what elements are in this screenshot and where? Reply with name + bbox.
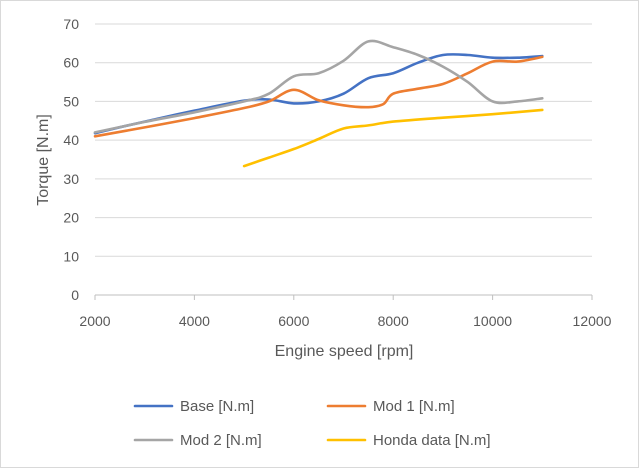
legend-item-1: Base [N.m] [133, 398, 254, 415]
legend-item-3: Mod 2 [N.m] [133, 432, 262, 449]
legend-item-2: Mod 1 [N.m] [326, 398, 455, 415]
series-line-1 [93, 52, 544, 135]
x-axis-title: Engine speed [rpm] [275, 343, 414, 360]
x-tick-label: 2000 [79, 313, 110, 329]
y-tick-label: 30 [63, 171, 79, 187]
legend-item-4: Honda data [N.m] [326, 432, 491, 449]
x-tick-label: 12000 [573, 313, 612, 329]
legend: Base [N.m] Mod 1 [N.m] Mod 2 [N.m] Honda da… [133, 398, 491, 449]
y-tick-label: 40 [63, 132, 79, 148]
y-tick-label: 10 [63, 248, 79, 264]
series-line-4 [242, 108, 544, 168]
gridlines [95, 23, 592, 257]
x-tick-labels: 2000 4000 6000 8000 10000 12000 [79, 313, 611, 329]
legend-label: Mod 2 [N.m] [180, 432, 262, 449]
y-tick-label: 0 [71, 287, 79, 303]
y-tick-label: 70 [63, 16, 79, 32]
x-tick-label: 4000 [179, 313, 210, 329]
series-line-3 [93, 39, 544, 134]
y-tick-label: 50 [63, 93, 79, 109]
y-axis-title: Torque [N.m] [35, 114, 52, 206]
axes [94, 294, 593, 300]
legend-label: Honda data [N.m] [373, 432, 491, 449]
x-tick-label: 8000 [378, 313, 409, 329]
y-tick-label: 20 [63, 210, 79, 226]
y-tick-labels: 0 10 20 30 40 50 60 70 [63, 16, 79, 303]
x-tick-label: 10000 [473, 313, 512, 329]
series-line-2 [93, 55, 544, 138]
legend-label: Base [N.m] [180, 398, 254, 415]
series-lines [93, 39, 544, 168]
y-tick-label: 60 [63, 55, 79, 71]
legend-label: Mod 1 [N.m] [373, 398, 455, 415]
x-tick-label: 6000 [278, 313, 309, 329]
